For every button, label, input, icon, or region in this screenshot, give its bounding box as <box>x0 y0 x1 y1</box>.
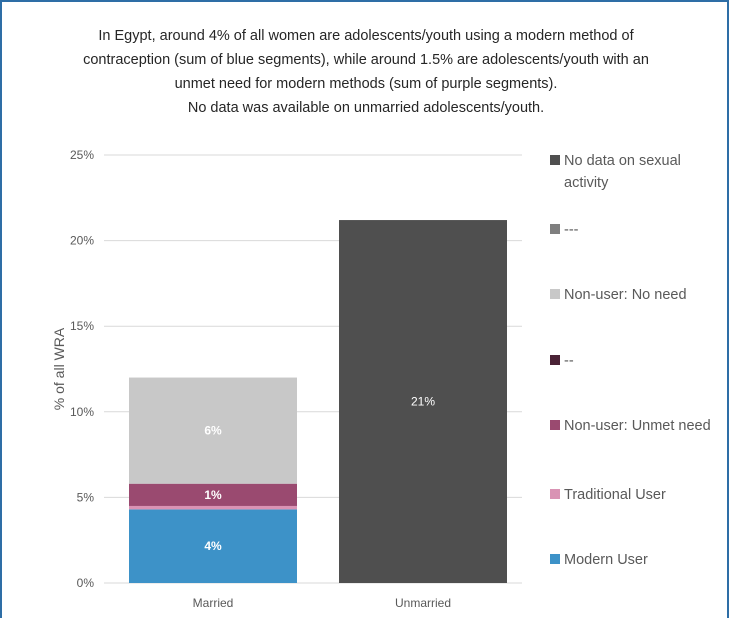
legend-label: Non-user: No need <box>564 287 687 303</box>
bar-segment <box>129 377 297 484</box>
legend-swatch <box>550 489 560 499</box>
legend-label: Traditional User <box>564 487 666 503</box>
bars <box>129 220 507 583</box>
y-tick-label: 15% <box>70 319 94 333</box>
bar-segment <box>129 483 297 506</box>
legend-swatch <box>550 420 560 430</box>
legend-swatch <box>550 224 560 234</box>
data-label: 1% <box>204 488 222 502</box>
bar-segment <box>339 220 507 583</box>
legend-item: -- <box>550 353 574 369</box>
title-line: contraception (sum of blue segments), wh… <box>83 52 649 68</box>
legend-label: --- <box>564 222 579 238</box>
title-line: unmet need for modern methods (sum of pu… <box>175 76 558 92</box>
legend-item: Non-user: Unmet need <box>550 418 711 434</box>
y-tick-label: 0% <box>77 576 95 590</box>
x-axis-categories: Married Unmarried <box>193 596 451 610</box>
legend-label: -- <box>564 353 574 369</box>
y-tick-label: 20% <box>70 234 94 248</box>
category-label: Unmarried <box>395 596 451 610</box>
bar-segment <box>129 509 297 583</box>
y-tick-label: 5% <box>77 490 95 504</box>
data-label: 6% <box>204 424 222 438</box>
legend-swatch <box>550 554 560 564</box>
data-label: 21% <box>411 395 435 409</box>
legend-item: No data on sexual activity <box>550 153 681 191</box>
legend: No data on sexual activity --- Non-user: No… <box>550 153 711 568</box>
data-label: 4% <box>204 539 222 553</box>
legend-item: Modern User <box>550 552 648 568</box>
y-tick-label: 10% <box>70 405 94 419</box>
data-labels: 4% 1% 6% 21% <box>204 395 435 554</box>
title-line: No data was available on unmarried adole… <box>188 100 544 116</box>
title-line: In Egypt, around 4% of all women are ado… <box>98 28 634 44</box>
y-axis-label: % of all WRA <box>51 327 67 410</box>
legend-item: --- <box>550 222 579 238</box>
category-label: Married <box>193 596 234 610</box>
y-axis-ticks: 0% 5% 10% 15% 20% 25% <box>70 148 94 590</box>
legend-swatch <box>550 289 560 299</box>
legend-label: Modern User <box>564 552 648 568</box>
bar-segment <box>129 505 297 510</box>
legend-label: No data on sexual activity <box>564 153 681 191</box>
legend-swatch <box>550 355 560 365</box>
legend-item: Traditional User <box>550 487 666 503</box>
chart-title: In Egypt, around 4% of all women are ado… <box>83 28 649 116</box>
legend-item: Non-user: No need <box>550 287 687 303</box>
y-tick-label: 25% <box>70 148 94 162</box>
legend-swatch <box>550 155 560 165</box>
legend-label: Non-user: Unmet need <box>564 418 711 434</box>
